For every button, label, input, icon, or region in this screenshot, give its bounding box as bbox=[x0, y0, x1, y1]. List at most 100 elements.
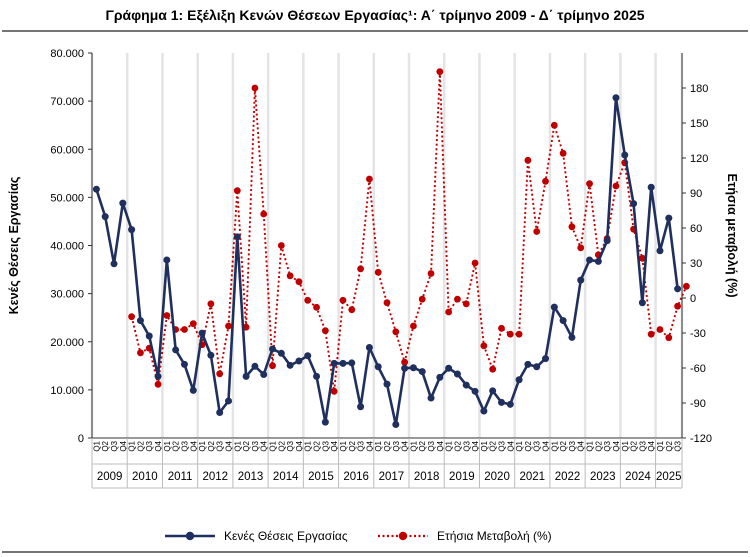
series-point bbox=[286, 361, 294, 369]
series-point bbox=[489, 365, 497, 373]
x-quarter-label: Q1 bbox=[92, 440, 101, 451]
x-year-label: 2017 bbox=[379, 471, 405, 483]
x-quarter-label: Q2 bbox=[136, 440, 145, 451]
x-quarter-label: Q4 bbox=[542, 440, 551, 451]
series-point bbox=[330, 359, 338, 367]
x-quarter-label: Q4 bbox=[647, 440, 656, 451]
series-point bbox=[401, 358, 409, 366]
series-point bbox=[172, 346, 180, 354]
x-quarter-label: Q3 bbox=[638, 440, 647, 451]
series-point bbox=[225, 322, 232, 330]
series-point bbox=[427, 270, 435, 277]
x-quarter-label: Q3 bbox=[497, 440, 506, 451]
y-right-tick-label: 150 bbox=[690, 118, 708, 130]
y-right-tick-label: -30 bbox=[690, 328, 706, 340]
series-point bbox=[454, 295, 461, 303]
series-point bbox=[480, 342, 488, 350]
series-point bbox=[277, 349, 285, 357]
series-point bbox=[445, 364, 453, 372]
x-quarter-label: Q3 bbox=[674, 440, 683, 451]
series-point bbox=[365, 344, 373, 352]
series-point bbox=[163, 312, 171, 319]
series-point bbox=[506, 400, 514, 408]
series-point bbox=[101, 213, 109, 221]
series-point bbox=[269, 362, 276, 370]
series-point bbox=[436, 68, 444, 76]
x-quarter-label: Q4 bbox=[506, 440, 515, 451]
x-quarter-label: Q1 bbox=[515, 440, 524, 451]
series-point bbox=[374, 363, 382, 371]
series-point bbox=[260, 210, 268, 218]
series-point bbox=[198, 329, 206, 337]
series-point bbox=[638, 299, 646, 307]
x-quarter-label: Q1 bbox=[374, 440, 383, 451]
series-point bbox=[330, 387, 338, 395]
x-quarter-label: Q1 bbox=[656, 440, 665, 451]
series-point bbox=[163, 256, 171, 264]
series-point bbox=[365, 175, 373, 183]
series-point bbox=[674, 285, 682, 293]
x-year-label: 2024 bbox=[625, 471, 651, 483]
series-point bbox=[119, 199, 127, 207]
series-point bbox=[577, 244, 585, 252]
x-quarter-label: Q3 bbox=[110, 440, 119, 451]
x-axis-ticks: Q1 Q2 Q3 Q4 Q1 Q2 Q3 Q4 Q1 Q2 Q3 Q4 Q1 Q2 Q3 Q4 Q1 Q2 Q3 Q4… bbox=[91, 438, 683, 489]
x-year-label: 2013 bbox=[238, 471, 264, 483]
y-right-tick-label: 30 bbox=[690, 258, 702, 270]
x-quarter-label: Q4 bbox=[612, 440, 621, 451]
series-point bbox=[313, 303, 320, 311]
series-point bbox=[348, 306, 356, 314]
x-quarter-label: Q3 bbox=[216, 440, 225, 451]
series-point bbox=[533, 363, 541, 371]
series-point bbox=[621, 151, 629, 159]
series-point bbox=[586, 180, 593, 188]
x-quarter-label: Q2 bbox=[101, 440, 110, 451]
x-quarter-label: Q4 bbox=[154, 440, 163, 451]
x-quarter-label: Q2 bbox=[489, 440, 498, 451]
series-point bbox=[357, 403, 365, 411]
series-point bbox=[647, 183, 655, 191]
series-point bbox=[392, 421, 400, 429]
legend-marker-vacancies bbox=[185, 531, 195, 541]
x-quarter-label: Q4 bbox=[471, 440, 480, 451]
x-quarter-label: Q1 bbox=[198, 440, 207, 451]
x-quarter-label: Q2 bbox=[559, 440, 568, 451]
x-quarter-label: Q3 bbox=[533, 440, 542, 451]
x-year-label: 2014 bbox=[273, 471, 299, 483]
x-quarter-label: Q2 bbox=[383, 440, 392, 451]
series-point bbox=[524, 360, 532, 368]
series-point bbox=[295, 357, 303, 365]
y-left-tick-label: 30.000 bbox=[50, 289, 84, 301]
x-quarter-label: Q3 bbox=[462, 440, 471, 451]
series-point bbox=[603, 237, 611, 245]
series-point bbox=[550, 121, 558, 129]
year-bands bbox=[90, 53, 684, 438]
x-quarter-label: Q4 bbox=[330, 440, 339, 451]
y-left-tick-label: 80.000 bbox=[50, 48, 84, 60]
series-point bbox=[180, 360, 188, 368]
series-point bbox=[612, 182, 620, 190]
x-quarter-label: Q1 bbox=[409, 440, 418, 451]
x-year-label: 2025 bbox=[656, 471, 682, 483]
x-quarter-label: Q4 bbox=[365, 440, 374, 451]
series-point bbox=[216, 370, 224, 378]
x-quarter-label: Q2 bbox=[630, 440, 639, 451]
x-quarter-label: Q1 bbox=[339, 440, 348, 451]
x-quarter-label: Q3 bbox=[145, 440, 154, 451]
series-point bbox=[401, 364, 409, 372]
series-point bbox=[630, 200, 638, 208]
chart-title: Γράφημα 1: Εξέλιξη Κενών Θέσεων Εργασίας… bbox=[105, 7, 644, 23]
series-point bbox=[665, 214, 673, 222]
x-quarter-label: Q1 bbox=[550, 440, 559, 451]
series-point bbox=[128, 313, 136, 321]
series-point bbox=[586, 256, 594, 264]
y-left-tick-label: 20.000 bbox=[50, 337, 84, 349]
series-point bbox=[110, 260, 118, 268]
series-point bbox=[559, 149, 567, 157]
y-right-tick-label: 60 bbox=[690, 223, 702, 235]
right-y-axis-ticks: -120 -90 -60 -30 0 30 60 90 120 150 180 bbox=[682, 83, 712, 445]
series-point bbox=[339, 359, 347, 367]
series-point bbox=[638, 254, 646, 262]
